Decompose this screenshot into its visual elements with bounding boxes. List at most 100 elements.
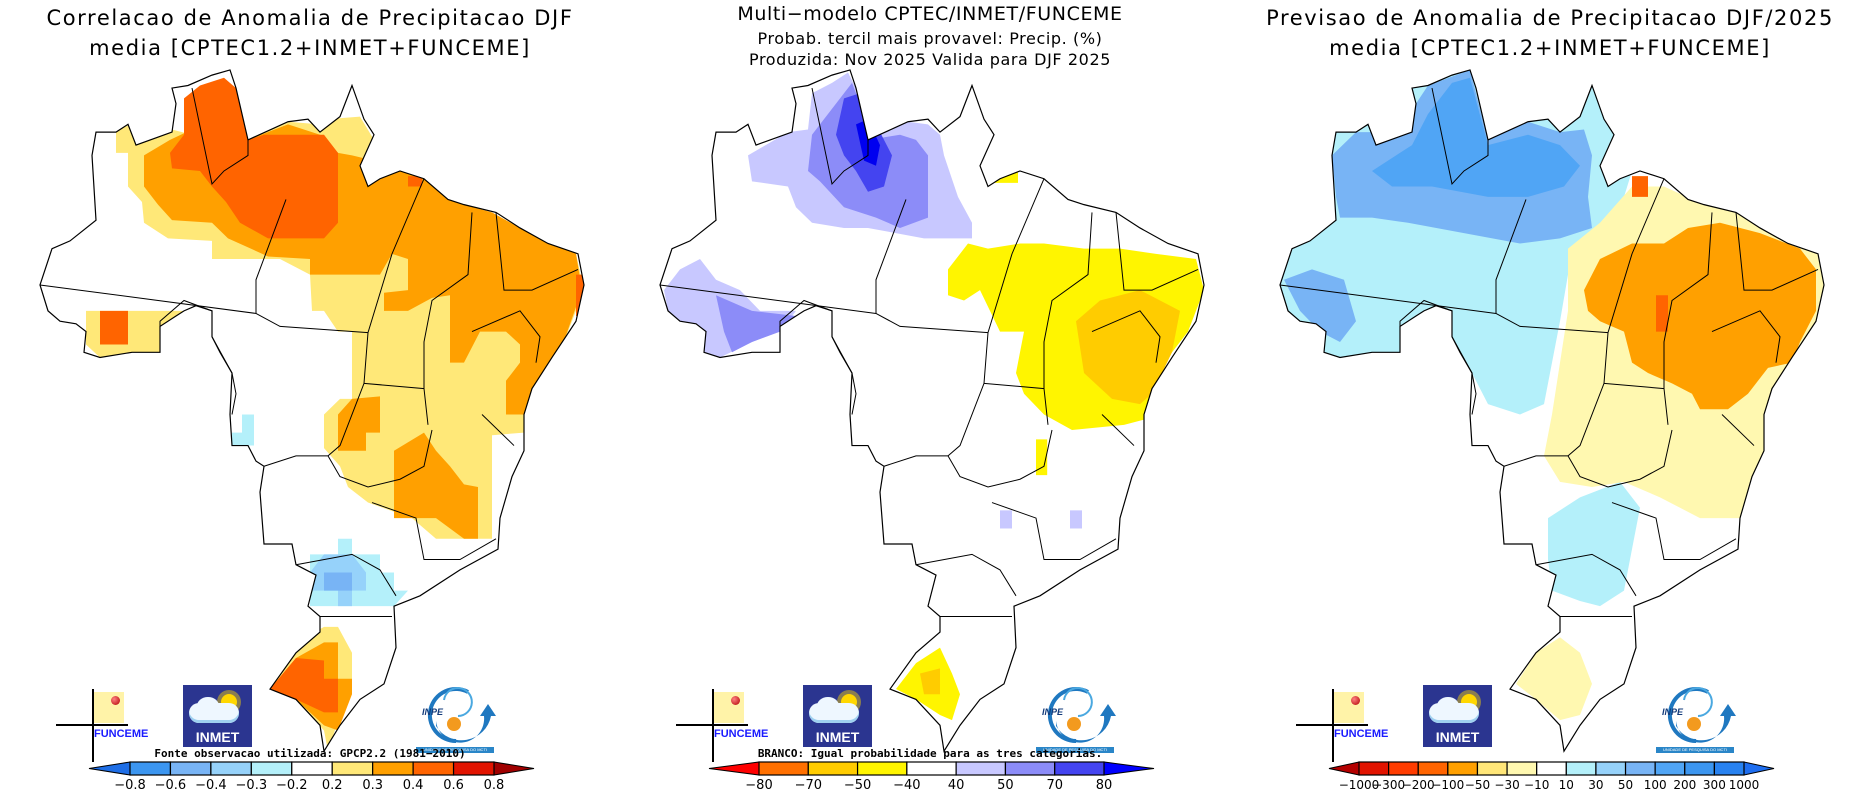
shaded-region [1070,510,1082,529]
colorbar-swatch [250,761,293,776]
state-boundary [1664,212,1712,388]
inpe-logo: INPE UNIDADE DE PESQUISA DO MCTI [416,686,496,756]
colorbar-tick-label: −0.6 [155,778,187,793]
shaded-field [1280,69,1824,721]
colorbar-tick-label: −80 [745,778,772,793]
inmet-logo-text: INMET [1435,729,1480,745]
colorbar-swatch [1624,761,1656,776]
shaded-region [338,396,380,451]
colorbar: −80 −70 −50 −40 40 50 70 80 [708,761,1155,793]
country-boundary [660,70,1204,751]
colorbar-tick-label: −1000 [1339,778,1380,792]
shaded-region [1076,290,1180,405]
colorbar-swatch [169,761,212,776]
inmet-logo-text: INMET [195,729,240,745]
colorbar-left-arrow [88,761,131,776]
colorbar-tick-label: 0.2 [322,778,343,793]
brazil-map [0,0,620,802]
state-boundary [1722,414,1754,445]
colorbar-tick-label: 0.8 [484,778,505,793]
shaded-region [1632,176,1648,197]
state-boundary [876,313,988,332]
colorbar-tick-label: −70 [795,778,822,793]
inmet-logo-text: INMET [815,729,860,745]
state-boundary [1736,212,1818,290]
state-boundary [1504,456,1568,466]
shaded-region [170,77,338,239]
colorbar-swatch [758,761,809,776]
colorbar-tick-label: 40 [948,778,965,793]
state-boundary [832,311,856,415]
shaded-region [408,176,422,187]
inmet-logo: INMET [183,685,252,747]
colorbar-tick-label: −200 [1402,778,1435,792]
shaded-region [820,310,830,337]
inpe-logo-text: INPE [1042,707,1064,717]
title-line: media [CPTEC1.2+INMET+FUNCEME] [89,36,531,60]
brazil-map [620,0,1240,802]
colorbar-swatch [331,761,374,776]
state-boundary [1536,554,1636,595]
state-boundary [256,313,368,332]
state-boundary [212,311,236,415]
funceme-logo-text: FUNCEME [714,728,769,740]
colorbar-tick-label: −50 [844,778,871,793]
map-panel-anomaly-forecast: Previsao de Anomalia de Precipitacao DJF… [1240,0,1860,802]
colorbar-swatch [452,761,495,776]
state-boundary [192,88,248,184]
colorbar-tick-label: 10 [1559,778,1574,792]
state-boundary [916,554,1016,595]
state-boundary [884,456,948,466]
inpe-logo: INPE UNIDADE DE PESQUISA DO MCTI [1036,686,1116,756]
funceme-logo: FUNCEME [56,689,150,763]
state-boundary [472,311,540,363]
state-boundary [1092,311,1160,363]
colorbar-swatch [1565,761,1597,776]
shaded-region [394,432,478,539]
shaded-region [1548,481,1640,607]
country-boundary [40,70,584,751]
title-line: Probab. tercil mais provavel: Precip. (%… [757,29,1103,48]
colorbar-tick-label: −300 [1372,778,1405,792]
funceme-logo: FUNCEME [676,689,770,763]
colorbar-tick-label: 200 [1673,778,1696,792]
colorbar-tick-label: 1000 [1729,778,1760,792]
colorbar-swatch [1713,761,1745,776]
state-boundary [328,333,368,456]
colorbar-swatch [1684,761,1715,776]
colorbar-left-arrow [1328,761,1360,776]
shaded-field [86,77,584,752]
shaded-region [1516,637,1592,721]
colorbar-note: Fonte observacao utilizada: GPCP2.2 (198… [154,747,466,760]
state-boundary [496,212,578,290]
shaded-region [270,657,338,713]
inmet-logo: INMET [803,685,872,747]
title-line: Previsao de Anomalia de Precipitacao DJF… [1266,6,1834,30]
shaded-region [920,668,940,695]
colorbar-tick-label: 300 [1703,778,1726,792]
colorbar-tick-label: −50 [1465,778,1490,792]
shaded-region [576,274,584,317]
colorbar-swatch [1476,761,1508,776]
colorbar-tick-label: −0.4 [195,778,227,793]
inpe-logo-text: INPE [1662,707,1684,717]
title-line: Multi−modelo CPTEC/INMET/FUNCEME [737,3,1123,25]
colorbar-tick-label: −30 [1494,778,1519,792]
state-boundary [1044,212,1092,388]
shaded-region [1000,510,1012,529]
map-panel-tercile-probability: Multi−modelo CPTEC/INMET/FUNCEME Probab. … [620,0,1240,802]
colorbar-swatch [1388,761,1419,776]
brazil-map [1240,0,1860,802]
colorbar-swatch [1358,761,1390,776]
colorbar-swatch [856,761,908,776]
colorbar-swatch [291,761,333,776]
state-boundary [256,199,286,313]
state-boundary [1612,503,1736,560]
state-boundary [988,179,1044,333]
funceme-logo: FUNCEME [1296,689,1390,763]
inpe-tagline: UNIDADE DE PESQUISA DO MCTI [1656,747,1734,753]
inmet-logo: INMET [1423,685,1492,747]
colorbar-tick-label: 0.6 [443,778,464,793]
funceme-logo-text: FUNCEME [1334,728,1389,740]
shaded-region [1584,222,1816,410]
